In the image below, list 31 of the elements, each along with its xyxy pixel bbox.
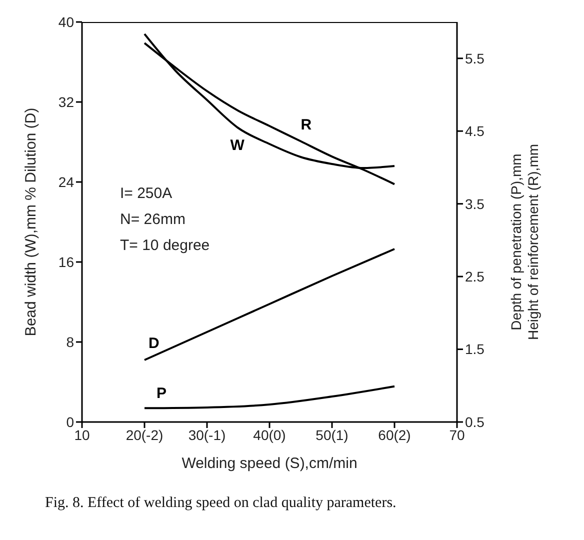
x-axis-title: Welding speed (S),cm/min <box>182 455 358 472</box>
y2-tick-label: 4.5 <box>465 123 485 140</box>
series-label: D <box>148 335 160 352</box>
x-tick-label: 30(-1) <box>188 426 226 443</box>
x-tick-label: 20(-2) <box>126 426 164 443</box>
y-tick-label: 24 <box>58 174 74 190</box>
x-tick-label: 40(0) <box>253 426 286 443</box>
line-series <box>144 385 396 410</box>
y2-tick-label: 0.5 <box>465 414 485 430</box>
y2-axis-title: Depth of penetration (P),mm Height of reinforcement (R),mm <box>508 144 541 340</box>
y-tick-label: 8 <box>66 334 74 350</box>
series-label: P <box>156 385 167 402</box>
x-tick-label: 50(1) <box>316 426 348 443</box>
series-label: R <box>300 116 312 134</box>
annotation: I= 250A <box>120 185 172 202</box>
y2-tick-label: 3.5 <box>465 196 485 212</box>
y2-tick-label: 1.5 <box>465 341 485 358</box>
x-tick-label: 60(2) <box>378 426 411 443</box>
y-tick-label: 32 <box>58 94 74 110</box>
annotation: T= 10 degree <box>120 237 210 254</box>
x-tick-label: 70 <box>449 426 465 443</box>
y-tick-label: 0 <box>66 414 74 430</box>
series-label: W <box>230 137 246 154</box>
y-tick-label: 16 <box>58 254 74 270</box>
y2-tick-label: 5.5 <box>465 50 485 66</box>
caption: Fig. 8. Effect of welding speed on clad quality parameters. <box>45 495 396 512</box>
y-tick-label: 40 <box>58 14 74 30</box>
annotation: N= 26mm <box>120 211 186 228</box>
x-tick-label: 10 <box>74 426 90 443</box>
y2-tick-label: 2.5 <box>465 268 485 285</box>
y-axis-title: Bead width (W),mm % Dilution (D) <box>22 108 40 336</box>
